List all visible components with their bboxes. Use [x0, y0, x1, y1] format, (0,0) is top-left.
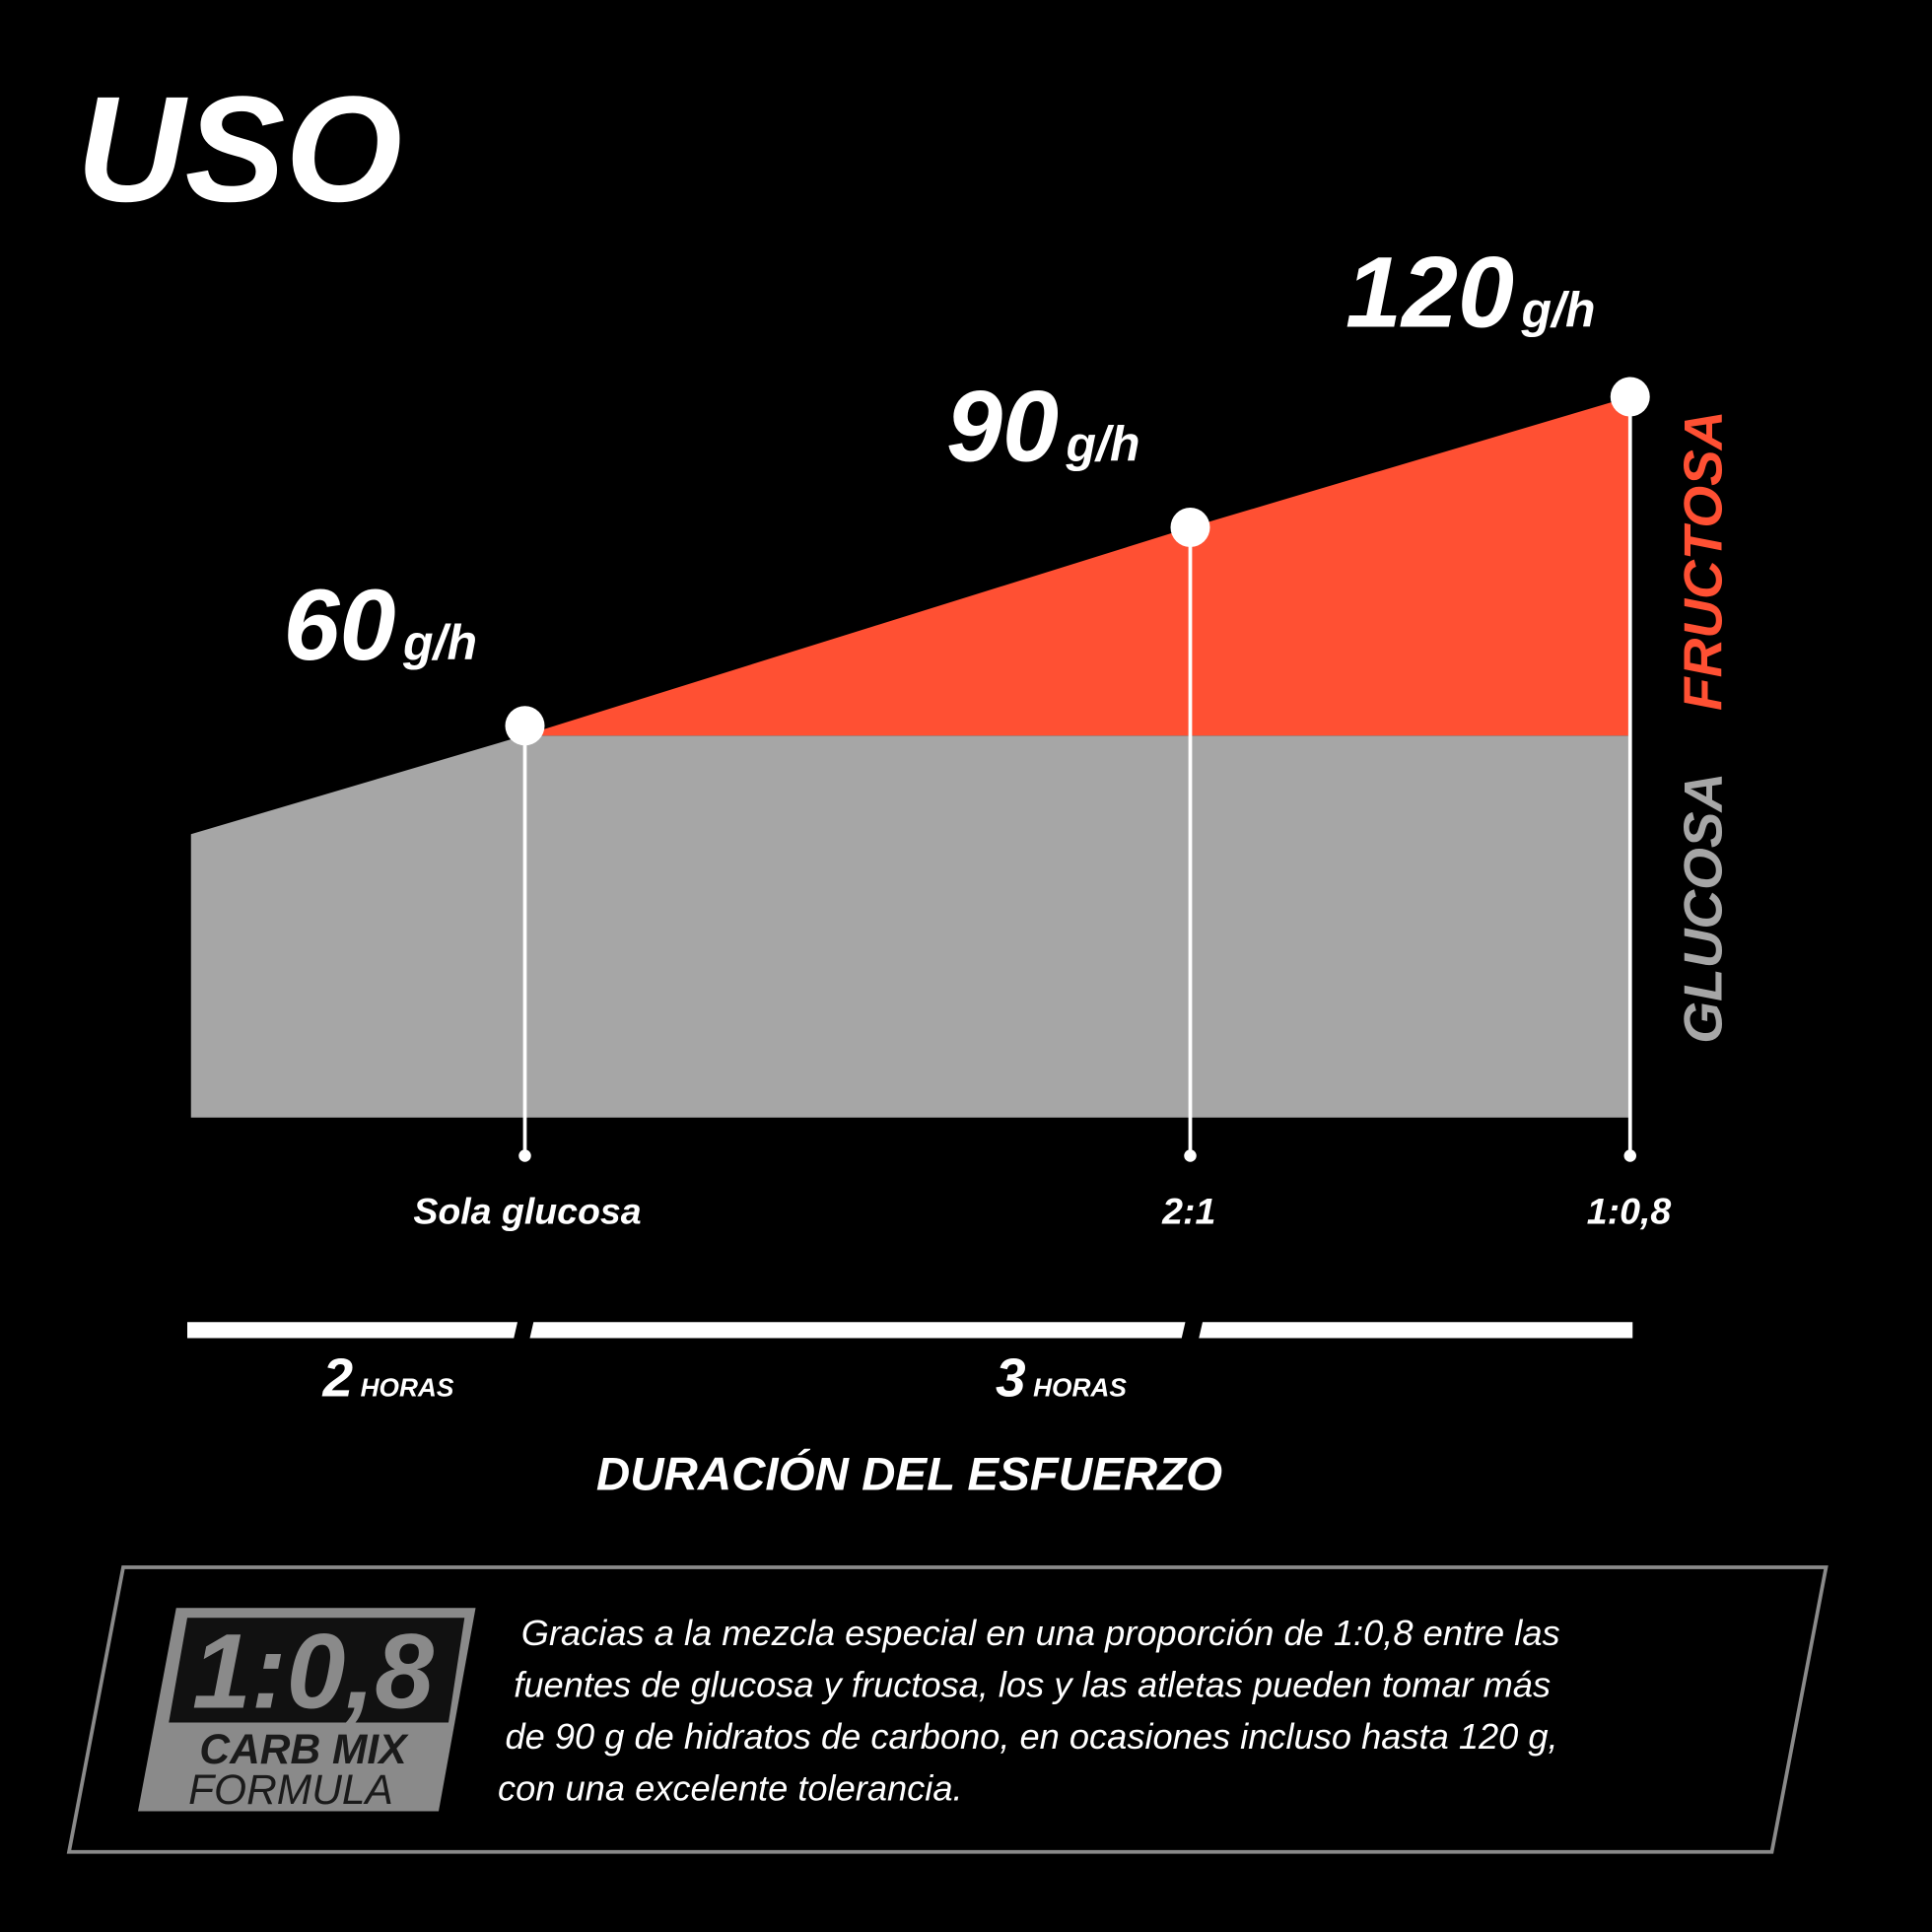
badge-line2: FORMULA — [188, 1767, 393, 1814]
description-line: de 90 g de hidratos de carbono, en ocasi… — [506, 1716, 1558, 1757]
duration-bar — [187, 1322, 518, 1339]
point-dot — [1170, 508, 1210, 547]
rate-label: 90 g/h — [946, 370, 1140, 483]
axis-title: DURACIÓN DEL ESFUERZO — [596, 1447, 1222, 1500]
markers — [522, 396, 1632, 1156]
duration-number: 2 — [322, 1346, 354, 1408]
rate-unit: g/h — [1066, 417, 1140, 472]
info-box — [66, 1565, 1828, 1854]
title: USO — [77, 66, 402, 234]
fructose-area — [523, 396, 1630, 736]
rate-unit: g/h — [402, 615, 477, 670]
duration-bar — [1199, 1322, 1633, 1339]
duration-bars — [187, 1322, 1633, 1339]
dots — [505, 377, 1650, 1162]
ratio-label: Sola glucosa — [413, 1190, 641, 1231]
duration-unit: HORAS — [1033, 1372, 1127, 1402]
rate-value: 90 — [946, 370, 1059, 483]
end-dot — [1184, 1149, 1197, 1162]
rate-label: 60 g/h — [284, 568, 478, 681]
point-dot — [1610, 377, 1650, 417]
glucose-label: GLUCOSA — [1672, 773, 1733, 1044]
rate-unit: g/h — [1521, 282, 1596, 337]
badge-line1: CARB MIX — [199, 1727, 409, 1773]
rate-value: 60 — [284, 568, 396, 681]
badge-ratio: 1:0,8 — [192, 1613, 434, 1731]
duration-bar — [529, 1322, 1186, 1339]
duration-label: 2 HORAS — [322, 1346, 454, 1408]
glucose-area — [190, 735, 1630, 1118]
rate-label: 120 g/h — [1346, 235, 1596, 348]
description-line: fuentes de glucosa y fructosa, los y las… — [514, 1664, 1551, 1704]
badge-inner — [169, 1618, 465, 1723]
ratio-label: 1:0,8 — [1587, 1190, 1672, 1231]
end-dot — [518, 1149, 531, 1162]
duration-number: 3 — [996, 1346, 1026, 1408]
duration-label: 3 HORAS — [996, 1346, 1127, 1408]
description-line: Gracias a la mezcla especial en una prop… — [521, 1613, 1560, 1653]
point-dot — [505, 706, 545, 746]
ratio-label: 2:1 — [1161, 1190, 1215, 1231]
description-line: con una excelente tolerancia. — [498, 1767, 963, 1808]
rate-value: 120 — [1346, 235, 1514, 348]
fructose-label: FRUCTOSA — [1672, 410, 1733, 711]
end-dot — [1623, 1149, 1636, 1162]
duration-unit: HORAS — [361, 1372, 454, 1402]
